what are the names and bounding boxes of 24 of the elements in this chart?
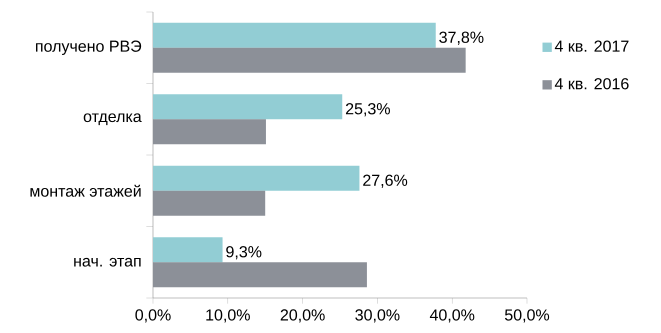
bar [153, 190, 266, 216]
x-tick-label: 40,0% [430, 309, 474, 323]
bar [153, 48, 466, 73]
bar [153, 119, 266, 144]
y-tick-label: отделка [84, 113, 142, 126]
bar [153, 166, 360, 191]
x-tick-label: 10,0% [206, 309, 250, 323]
x-tick-label: 50,0% [504, 309, 550, 323]
y-tick-label: получено РВЭ [36, 40, 142, 56]
bar [153, 262, 367, 288]
legend-label: 4 кв. 2017 [554, 40, 628, 52]
bar [153, 237, 223, 262]
legend-label: 4 кв. 2016 [554, 78, 629, 90]
data-label: 27,6% [363, 174, 408, 188]
data-label: 37,8% [439, 32, 484, 45]
data-label: 25,3% [346, 103, 390, 116]
x-tick-label: 30,0% [355, 309, 400, 323]
x-tick-label: 20,0% [280, 309, 325, 323]
y-tick-label: монтаж этажей [30, 184, 141, 197]
x-tick-label: 0,0% [135, 309, 171, 323]
data-label: 9,3% [226, 246, 262, 260]
bar [153, 22, 436, 48]
bar [153, 94, 342, 120]
y-tick-label: нач. этап [74, 258, 141, 267]
